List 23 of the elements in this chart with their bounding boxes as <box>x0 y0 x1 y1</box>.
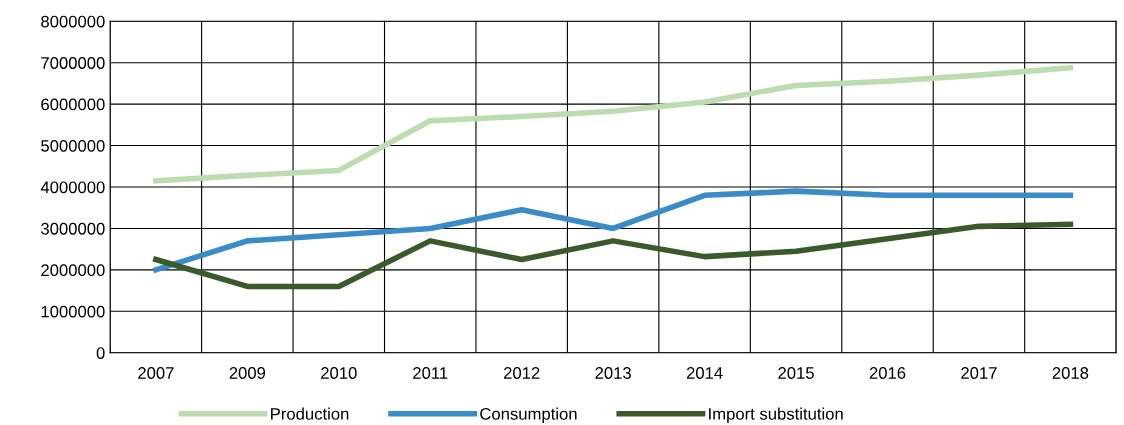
y-tick-label: 6000000 <box>41 98 105 111</box>
y-tick-label: 3000000 <box>41 222 105 235</box>
x-tick-label: 2011 <box>413 367 448 379</box>
x-tick-label: 2017 <box>961 367 997 379</box>
y-tick-label: 8000000 <box>41 15 105 28</box>
y-tick-label: 1000000 <box>41 305 105 318</box>
x-tick-label: 2018 <box>1052 367 1089 379</box>
x-tick-label: 2007 <box>138 367 174 379</box>
x-tick-label: 2015 <box>778 367 814 379</box>
legend-label: Consumption <box>480 407 577 424</box>
x-tick-label: 2013 <box>595 367 631 379</box>
x-tick-label: 2009 <box>229 367 266 379</box>
y-tick-label: 2000000 <box>41 264 105 277</box>
x-tick-label: 2016 <box>869 367 906 379</box>
y-tick-label: 4000000 <box>40 181 105 194</box>
x-tick-label: 2012 <box>503 367 540 379</box>
y-tick-label: 7000000 <box>41 57 105 69</box>
legend-label: Import substitution <box>709 407 843 424</box>
x-tick-label: 2014 <box>686 367 723 379</box>
legend-label: Production <box>271 407 349 420</box>
y-tick-label: 0 <box>96 347 105 359</box>
y-tick-label: 5000000 <box>41 139 105 152</box>
x-tick-label: 2010 <box>321 367 357 379</box>
